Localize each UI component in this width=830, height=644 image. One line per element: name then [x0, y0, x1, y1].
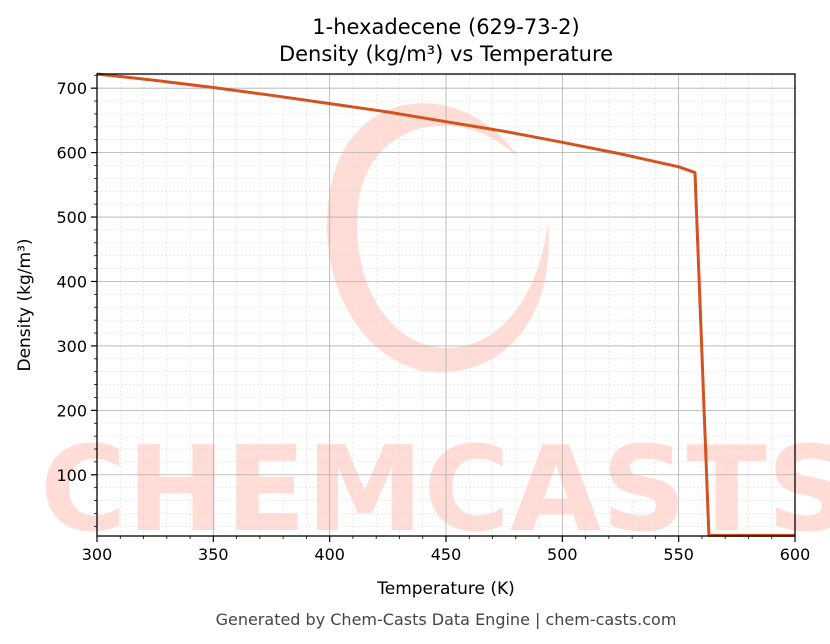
y-axis-ticks: 100 200 300 400 500 600 700: [56, 74, 97, 527]
watermark: CHEMCASTS: [40, 103, 830, 558]
x-tick-label: 450: [431, 545, 462, 564]
x-tick-label: 400: [314, 545, 345, 564]
y-tick-label: 300: [56, 337, 87, 356]
x-tick-label: 600: [780, 545, 811, 564]
major-grid: [96, 74, 796, 536]
x-tick-label: 550: [663, 545, 694, 564]
y-tick-label: 400: [56, 272, 87, 291]
y-tick-label: 500: [56, 208, 87, 227]
y-tick-label: 700: [56, 79, 87, 98]
x-axis-ticks: 300 350 400 450 500 550 600: [82, 536, 811, 564]
x-tick-label: 350: [198, 545, 229, 564]
chart-title: 1-hexadecene (629-73-2): [312, 15, 579, 39]
density-series-line: [96, 72, 795, 537]
footer-credit: Generated by Chem-Casts Data Engine | ch…: [216, 610, 677, 629]
y-axis-label: Density (kg/m³): [15, 238, 35, 371]
y-tick-label: 600: [56, 144, 87, 163]
x-tick-label: 300: [82, 545, 113, 564]
x-axis-label: Temperature (K): [376, 579, 515, 599]
y-tick-label: 100: [56, 466, 87, 485]
x-tick-label: 500: [547, 545, 578, 564]
y-tick-label: 200: [56, 401, 87, 420]
chart-subtitle: Density (kg/m³) vs Temperature: [279, 42, 613, 66]
watermark-text: CHEMCASTS: [40, 420, 830, 558]
